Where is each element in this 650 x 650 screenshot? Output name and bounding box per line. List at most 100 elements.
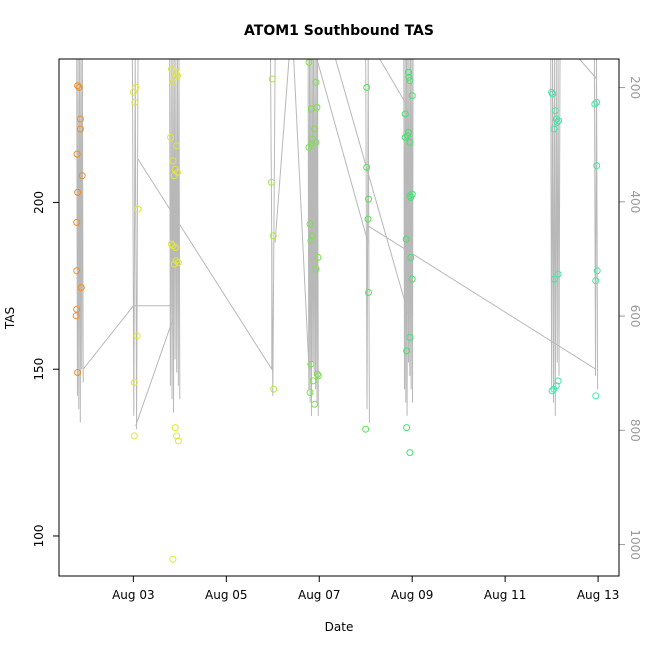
track-link-line bbox=[293, 58, 310, 370]
data-point bbox=[172, 68, 180, 76]
y-tick-label: 100 bbox=[32, 525, 46, 548]
x-tick-label: Aug 05 bbox=[205, 588, 248, 602]
data-point bbox=[592, 277, 600, 285]
data-point bbox=[75, 83, 83, 91]
data-point bbox=[312, 138, 320, 146]
data-point bbox=[173, 142, 181, 150]
data-point bbox=[174, 72, 181, 80]
data-point bbox=[408, 190, 416, 198]
data-point bbox=[307, 237, 315, 245]
data-point bbox=[134, 205, 142, 213]
track-burst-line bbox=[76, 58, 84, 423]
flight-track-lines bbox=[76, 58, 599, 430]
data-point bbox=[77, 284, 85, 291]
data-point bbox=[407, 193, 415, 201]
data-point bbox=[76, 125, 84, 133]
data-point bbox=[132, 83, 140, 91]
data-point bbox=[405, 128, 412, 136]
data-point bbox=[307, 140, 315, 148]
x-tick-label: Aug 03 bbox=[112, 588, 155, 602]
track-link-line bbox=[82, 305, 172, 370]
x-tick-label: Aug 11 bbox=[484, 588, 527, 602]
data-point bbox=[406, 449, 414, 457]
x-tick-label: Aug 13 bbox=[577, 588, 620, 602]
data-point bbox=[174, 259, 182, 266]
data-point bbox=[408, 92, 416, 100]
data-point bbox=[76, 115, 84, 123]
data-point bbox=[552, 382, 560, 390]
data-point bbox=[550, 275, 558, 283]
data-point bbox=[73, 218, 81, 226]
data-point bbox=[74, 82, 82, 90]
data-point bbox=[306, 220, 314, 228]
data-point bbox=[593, 267, 601, 275]
data-point bbox=[74, 188, 82, 196]
data-point bbox=[363, 163, 371, 171]
data-point bbox=[72, 312, 80, 320]
data-point bbox=[593, 162, 601, 170]
data-point bbox=[268, 75, 276, 83]
track-link-line bbox=[316, 58, 369, 243]
data-point bbox=[592, 392, 600, 400]
data-point bbox=[170, 172, 178, 180]
track-burst-line bbox=[270, 58, 276, 396]
data-point bbox=[406, 334, 414, 341]
data-point bbox=[365, 289, 372, 296]
x-axis-ticks: Aug 03 Aug 05 Aug 07 Aug 09 Aug 11 Aug 13 bbox=[112, 576, 619, 602]
data-point bbox=[593, 98, 601, 106]
data-point bbox=[408, 275, 416, 283]
data-point bbox=[362, 425, 370, 433]
data-point bbox=[78, 172, 86, 180]
data-point bbox=[169, 555, 177, 563]
data-point bbox=[314, 372, 322, 380]
data-point bbox=[73, 305, 81, 313]
y-axis-ticks: 100 150 200 bbox=[32, 191, 59, 547]
data-point bbox=[130, 379, 138, 386]
track-burst-line bbox=[403, 58, 414, 416]
data-point bbox=[168, 65, 175, 73]
data-point bbox=[73, 267, 81, 275]
data-point bbox=[131, 98, 139, 106]
y-axis-label: TAS bbox=[3, 307, 17, 330]
data-point bbox=[550, 125, 558, 133]
data-point bbox=[74, 369, 82, 376]
data-point bbox=[267, 178, 275, 186]
data-point bbox=[269, 232, 277, 240]
track-link-line bbox=[137, 158, 273, 371]
track-burst-line bbox=[550, 58, 561, 416]
data-point bbox=[306, 389, 314, 396]
data-point bbox=[171, 244, 179, 251]
data-point bbox=[555, 117, 563, 125]
data-point bbox=[314, 254, 322, 261]
data-point bbox=[402, 235, 410, 243]
data-point bbox=[270, 385, 278, 393]
data-point bbox=[307, 360, 315, 368]
data-point bbox=[174, 437, 182, 445]
track-burst-line bbox=[169, 58, 181, 413]
data-point bbox=[171, 424, 179, 432]
data-point bbox=[308, 232, 316, 240]
data-point bbox=[364, 215, 372, 223]
data-point bbox=[549, 90, 556, 98]
plot-frame bbox=[58, 58, 620, 577]
data-point bbox=[406, 77, 414, 85]
data-point bbox=[405, 68, 412, 76]
track-burst-line bbox=[307, 58, 319, 416]
secondary-tick-label: 1000 bbox=[628, 529, 642, 560]
track-link-line bbox=[335, 58, 411, 320]
data-point bbox=[169, 78, 177, 86]
y-tick-label: 200 bbox=[32, 191, 46, 214]
chart-title: ATOM1 Southbound TAS bbox=[244, 23, 434, 39]
y-tick-label: 150 bbox=[32, 358, 46, 381]
data-point bbox=[311, 125, 319, 133]
track-link-line bbox=[274, 58, 290, 243]
data-point bbox=[406, 138, 414, 146]
data-point bbox=[591, 100, 599, 108]
x-tick-label: Aug 09 bbox=[391, 588, 434, 602]
secondary-tick-label: 400 bbox=[628, 190, 642, 213]
data-point bbox=[312, 265, 320, 273]
secondary-tick-label: 600 bbox=[628, 305, 642, 328]
data-point bbox=[133, 332, 141, 340]
